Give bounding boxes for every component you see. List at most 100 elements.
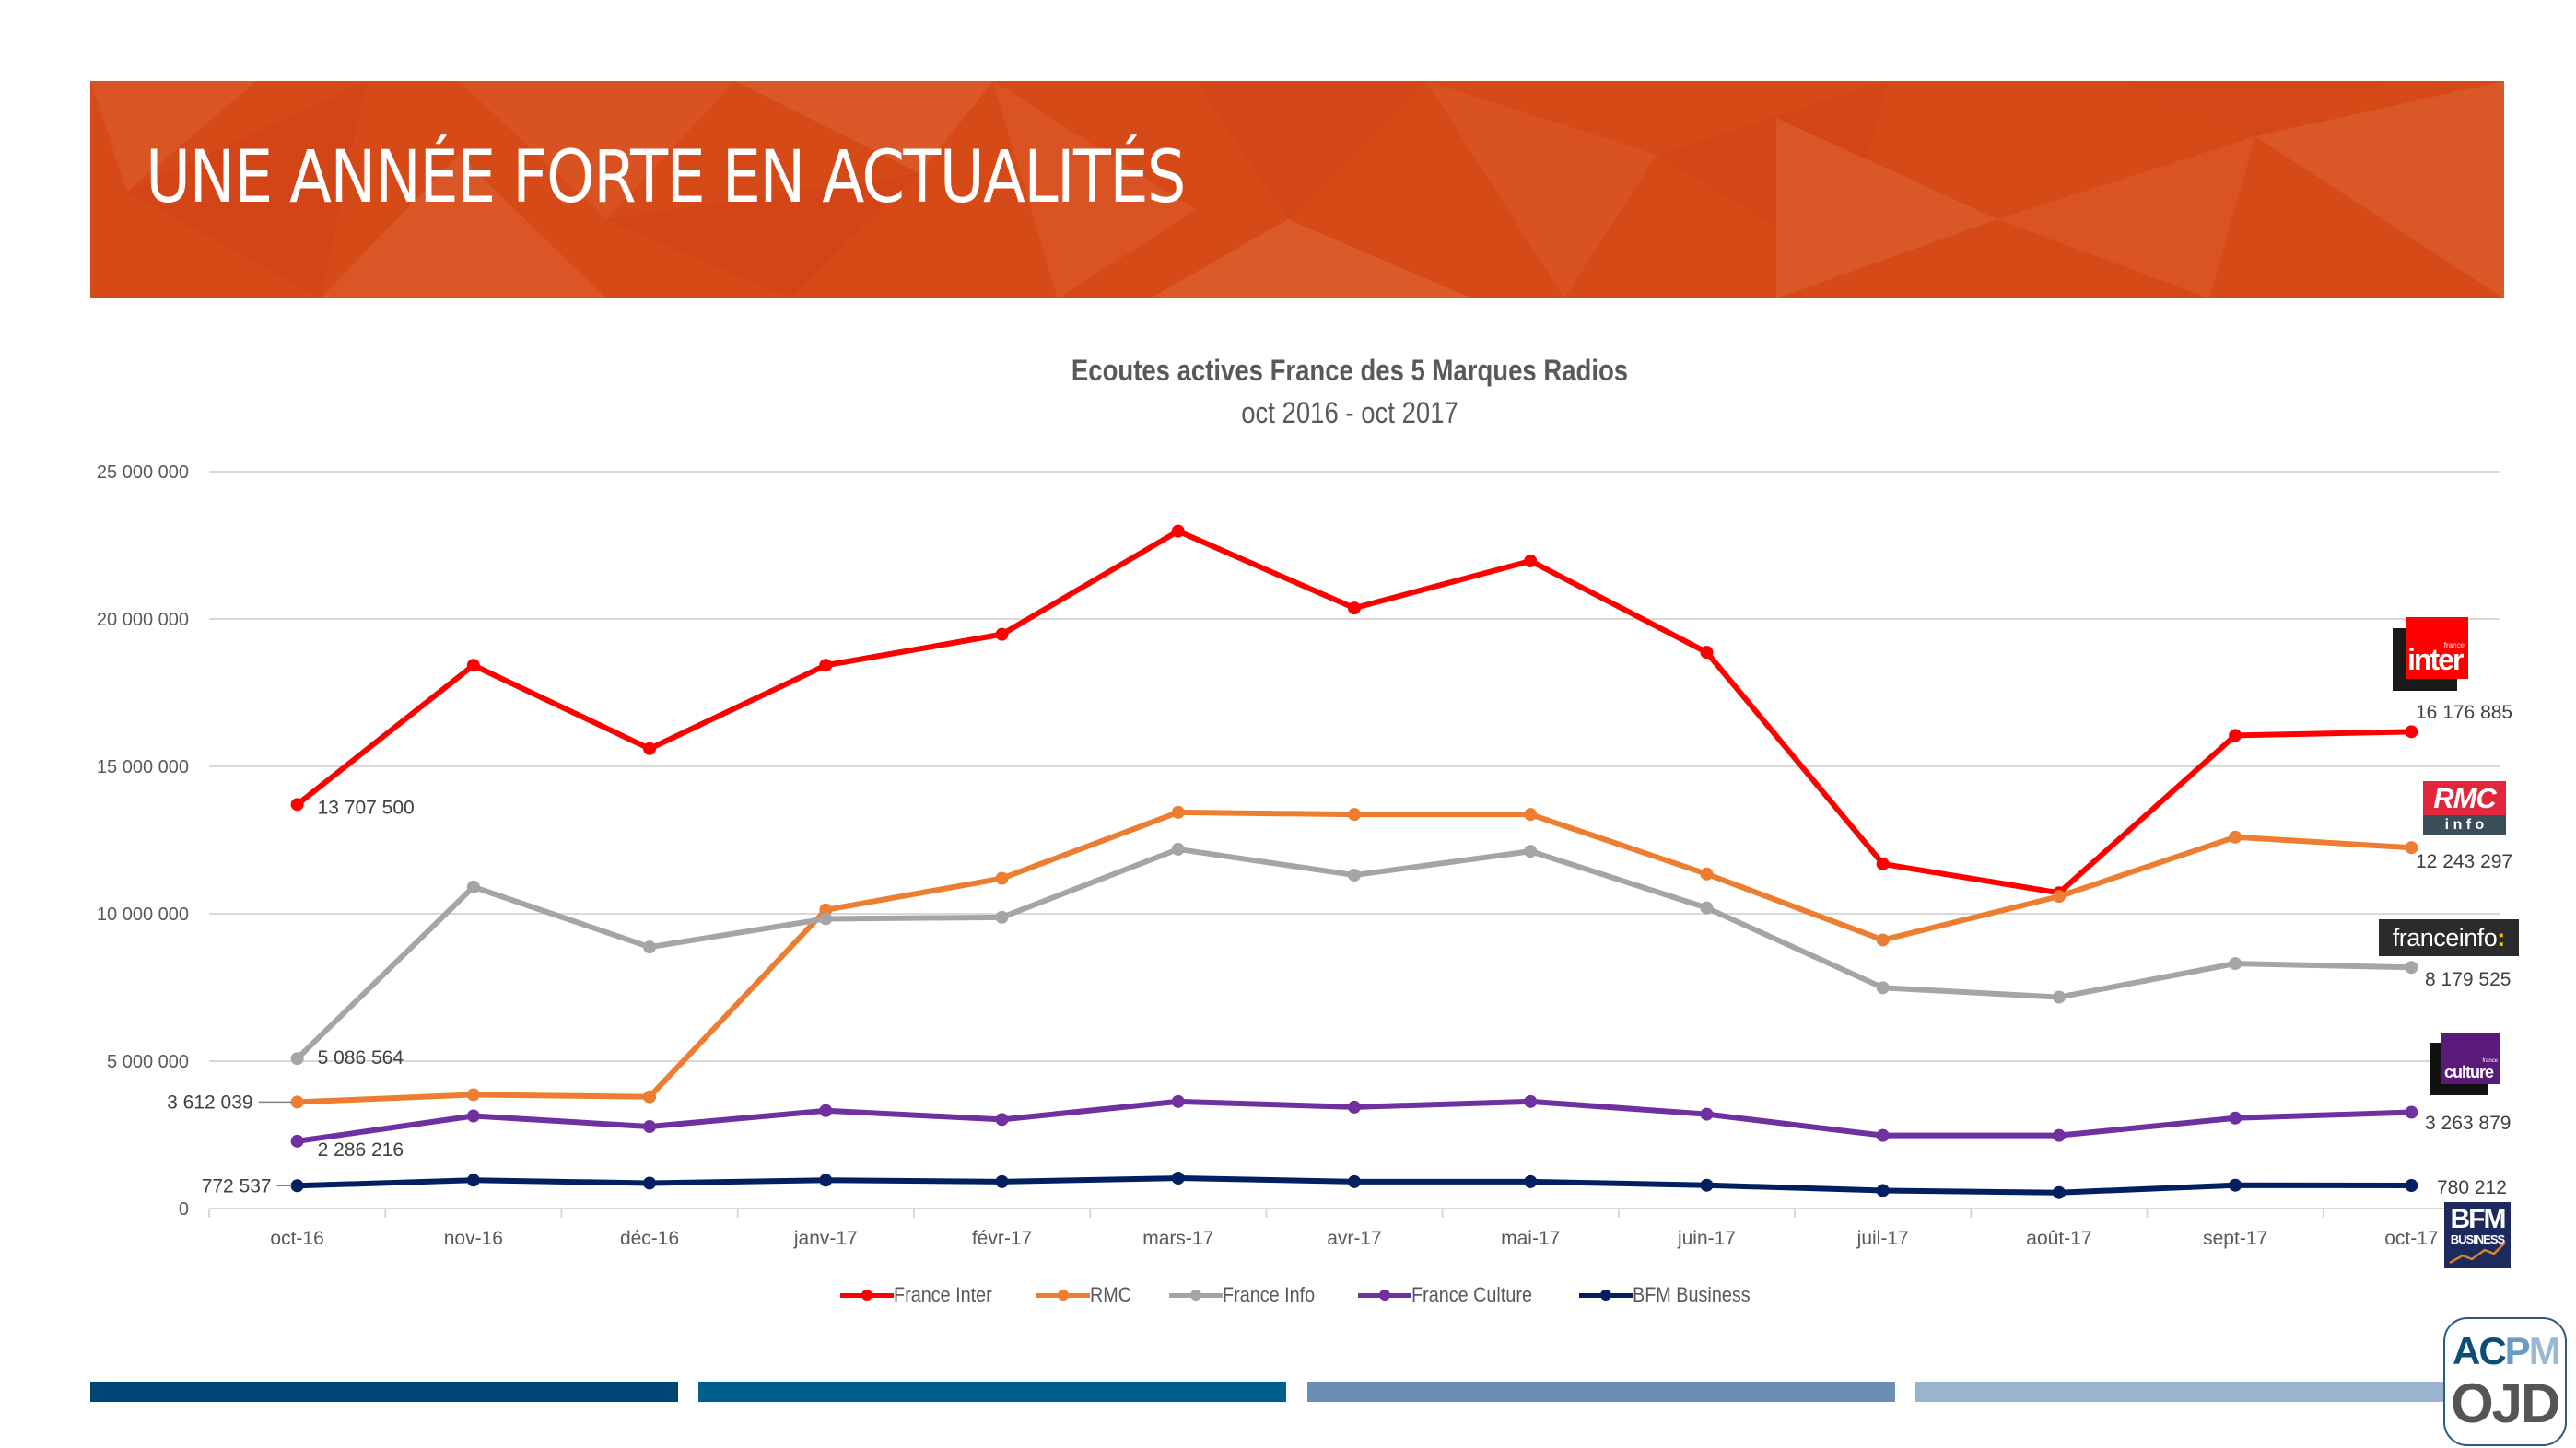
x-tick-label: oct-17 bbox=[2384, 1228, 2438, 1249]
data-point bbox=[1524, 808, 1538, 822]
rmc-end-label: 12 243 297 bbox=[2416, 851, 2513, 872]
legend-marker-icon bbox=[1168, 1284, 1223, 1306]
footer-bar-4 bbox=[1915, 1382, 2450, 1402]
data-point bbox=[2229, 1178, 2242, 1192]
data-label: 3 612 039 bbox=[167, 1092, 252, 1113]
data-point bbox=[1348, 808, 1361, 822]
y-tick-label: 15 000 000 bbox=[97, 757, 189, 777]
data-point bbox=[643, 1090, 657, 1104]
data-point bbox=[466, 1174, 480, 1187]
data-point bbox=[1876, 981, 1890, 995]
data-point bbox=[1524, 554, 1538, 567]
data-labels: 13 707 500 3 612 039 5 086 564 2 286 216 772… bbox=[167, 797, 415, 1197]
legend-item: RMC bbox=[1036, 1283, 1136, 1307]
data-point bbox=[1348, 601, 1361, 615]
data-point bbox=[1171, 805, 1185, 819]
legend-label: RMC bbox=[1089, 1283, 1131, 1306]
france-inter-end-label: 16 176 885 bbox=[2416, 702, 2513, 723]
data-point bbox=[290, 1179, 304, 1193]
page-title: UNE ANNÉE FORTE EN ACTUALITÉS bbox=[146, 136, 1186, 219]
data-label: 5 086 564 bbox=[318, 1047, 404, 1068]
bfm-business-end-label: 780 212 bbox=[2437, 1177, 2507, 1198]
x-tick-label: nov-16 bbox=[444, 1228, 503, 1249]
x-tick-label: juin-17 bbox=[1677, 1228, 1736, 1249]
data-point bbox=[1876, 857, 1890, 870]
x-tick-label: août-17 bbox=[2026, 1228, 2091, 1249]
legend-marker-icon bbox=[1358, 1284, 1411, 1306]
legend-item: BFM Business bbox=[1578, 1283, 1763, 1307]
france-culture-end-label: 3 263 879 bbox=[2425, 1113, 2512, 1134]
data-point bbox=[995, 1174, 1009, 1188]
x-tick-label: mars-17 bbox=[1142, 1228, 1213, 1249]
data-point bbox=[819, 903, 833, 917]
data-point bbox=[1700, 867, 1714, 881]
data-point bbox=[290, 1095, 304, 1109]
footer-bar-1 bbox=[90, 1382, 678, 1402]
x-tick-label: avr-17 bbox=[1327, 1228, 1382, 1249]
data-point bbox=[643, 940, 657, 954]
data-point bbox=[819, 912, 833, 926]
france-inter-logo: france inter bbox=[2393, 617, 2470, 693]
data-point bbox=[2405, 961, 2418, 975]
bfm-business-logo: BFM BUSINESS bbox=[2444, 1202, 2511, 1268]
data-point bbox=[1700, 1107, 1714, 1121]
data-point bbox=[1171, 1094, 1185, 1108]
header-banner: UNE ANNÉE FORTE EN ACTUALITÉS bbox=[90, 81, 2504, 298]
data-point bbox=[643, 1120, 657, 1134]
data-point bbox=[1171, 1172, 1185, 1185]
data-point bbox=[290, 1134, 304, 1148]
data-point bbox=[2229, 957, 2242, 971]
data-label: 772 537 bbox=[202, 1175, 272, 1197]
bfm-trend-icon bbox=[2449, 1242, 2506, 1265]
data-point bbox=[1171, 842, 1185, 856]
data-point bbox=[1348, 1174, 1361, 1188]
data-point bbox=[1700, 901, 1714, 915]
legend-item: France Inter bbox=[840, 1283, 1003, 1307]
data-point bbox=[995, 627, 1009, 641]
legend-marker-icon bbox=[1578, 1284, 1633, 1306]
data-point bbox=[1876, 1128, 1890, 1142]
data-point bbox=[819, 659, 833, 672]
footer-bar-3 bbox=[1307, 1382, 1895, 1402]
data-point bbox=[2405, 725, 2418, 739]
legend-marker-icon bbox=[840, 1284, 894, 1306]
y-axis-ticks: 0 5 000 000 10 000 000 15 000 000 20 000 000… bbox=[97, 462, 189, 1220]
data-point bbox=[466, 1109, 480, 1123]
data-point bbox=[1171, 524, 1185, 538]
legend-item: France Info bbox=[1168, 1283, 1325, 1307]
gridlines bbox=[209, 471, 2500, 1209]
x-tick-label: janv-17 bbox=[793, 1228, 858, 1249]
legend-label: BFM Business bbox=[1632, 1283, 1751, 1306]
france-info-end-label: 8 179 525 bbox=[2425, 969, 2512, 990]
legend-label: France Inter bbox=[894, 1283, 992, 1306]
legend-marker-icon bbox=[1036, 1284, 1090, 1306]
footer-bar-2 bbox=[698, 1382, 1286, 1402]
legend-label: France Culture bbox=[1411, 1283, 1532, 1306]
series-line-france-inter bbox=[295, 528, 2412, 896]
data-point bbox=[995, 871, 1009, 885]
data-point bbox=[466, 880, 480, 893]
x-tick-label: oct-16 bbox=[270, 1228, 323, 1249]
data-point bbox=[1700, 646, 1714, 660]
x-tick-label: déc-16 bbox=[620, 1228, 679, 1249]
data-point bbox=[2052, 990, 2066, 1004]
x-tick-label: mai-17 bbox=[1501, 1228, 1560, 1249]
chart-legend: France Inter RMC France Info France Culture… bbox=[840, 1280, 1796, 1310]
data-point bbox=[643, 742, 657, 755]
chart-title: Ecoutes actives France des 5 Marques Rad… bbox=[1071, 354, 1629, 387]
chart-subtitle: oct 2016 - oct 2017 bbox=[1241, 396, 1458, 429]
series-lines bbox=[290, 524, 2418, 1199]
acpm-ojd-logo: ACPM OJD bbox=[2443, 1317, 2567, 1446]
y-tick-label: 25 000 000 bbox=[97, 462, 189, 483]
data-point bbox=[2229, 1111, 2242, 1125]
x-tick-label: févr-17 bbox=[972, 1228, 1032, 1249]
y-tick-label: 5 000 000 bbox=[107, 1052, 189, 1072]
data-point bbox=[2229, 830, 2242, 844]
data-point bbox=[2229, 729, 2242, 742]
data-point bbox=[643, 1176, 657, 1190]
france-culture-logo: france culture bbox=[2430, 1033, 2501, 1095]
y-tick-label: 0 bbox=[179, 1199, 189, 1220]
series-line-rmc bbox=[297, 809, 2412, 1105]
data-point bbox=[1876, 933, 1890, 947]
